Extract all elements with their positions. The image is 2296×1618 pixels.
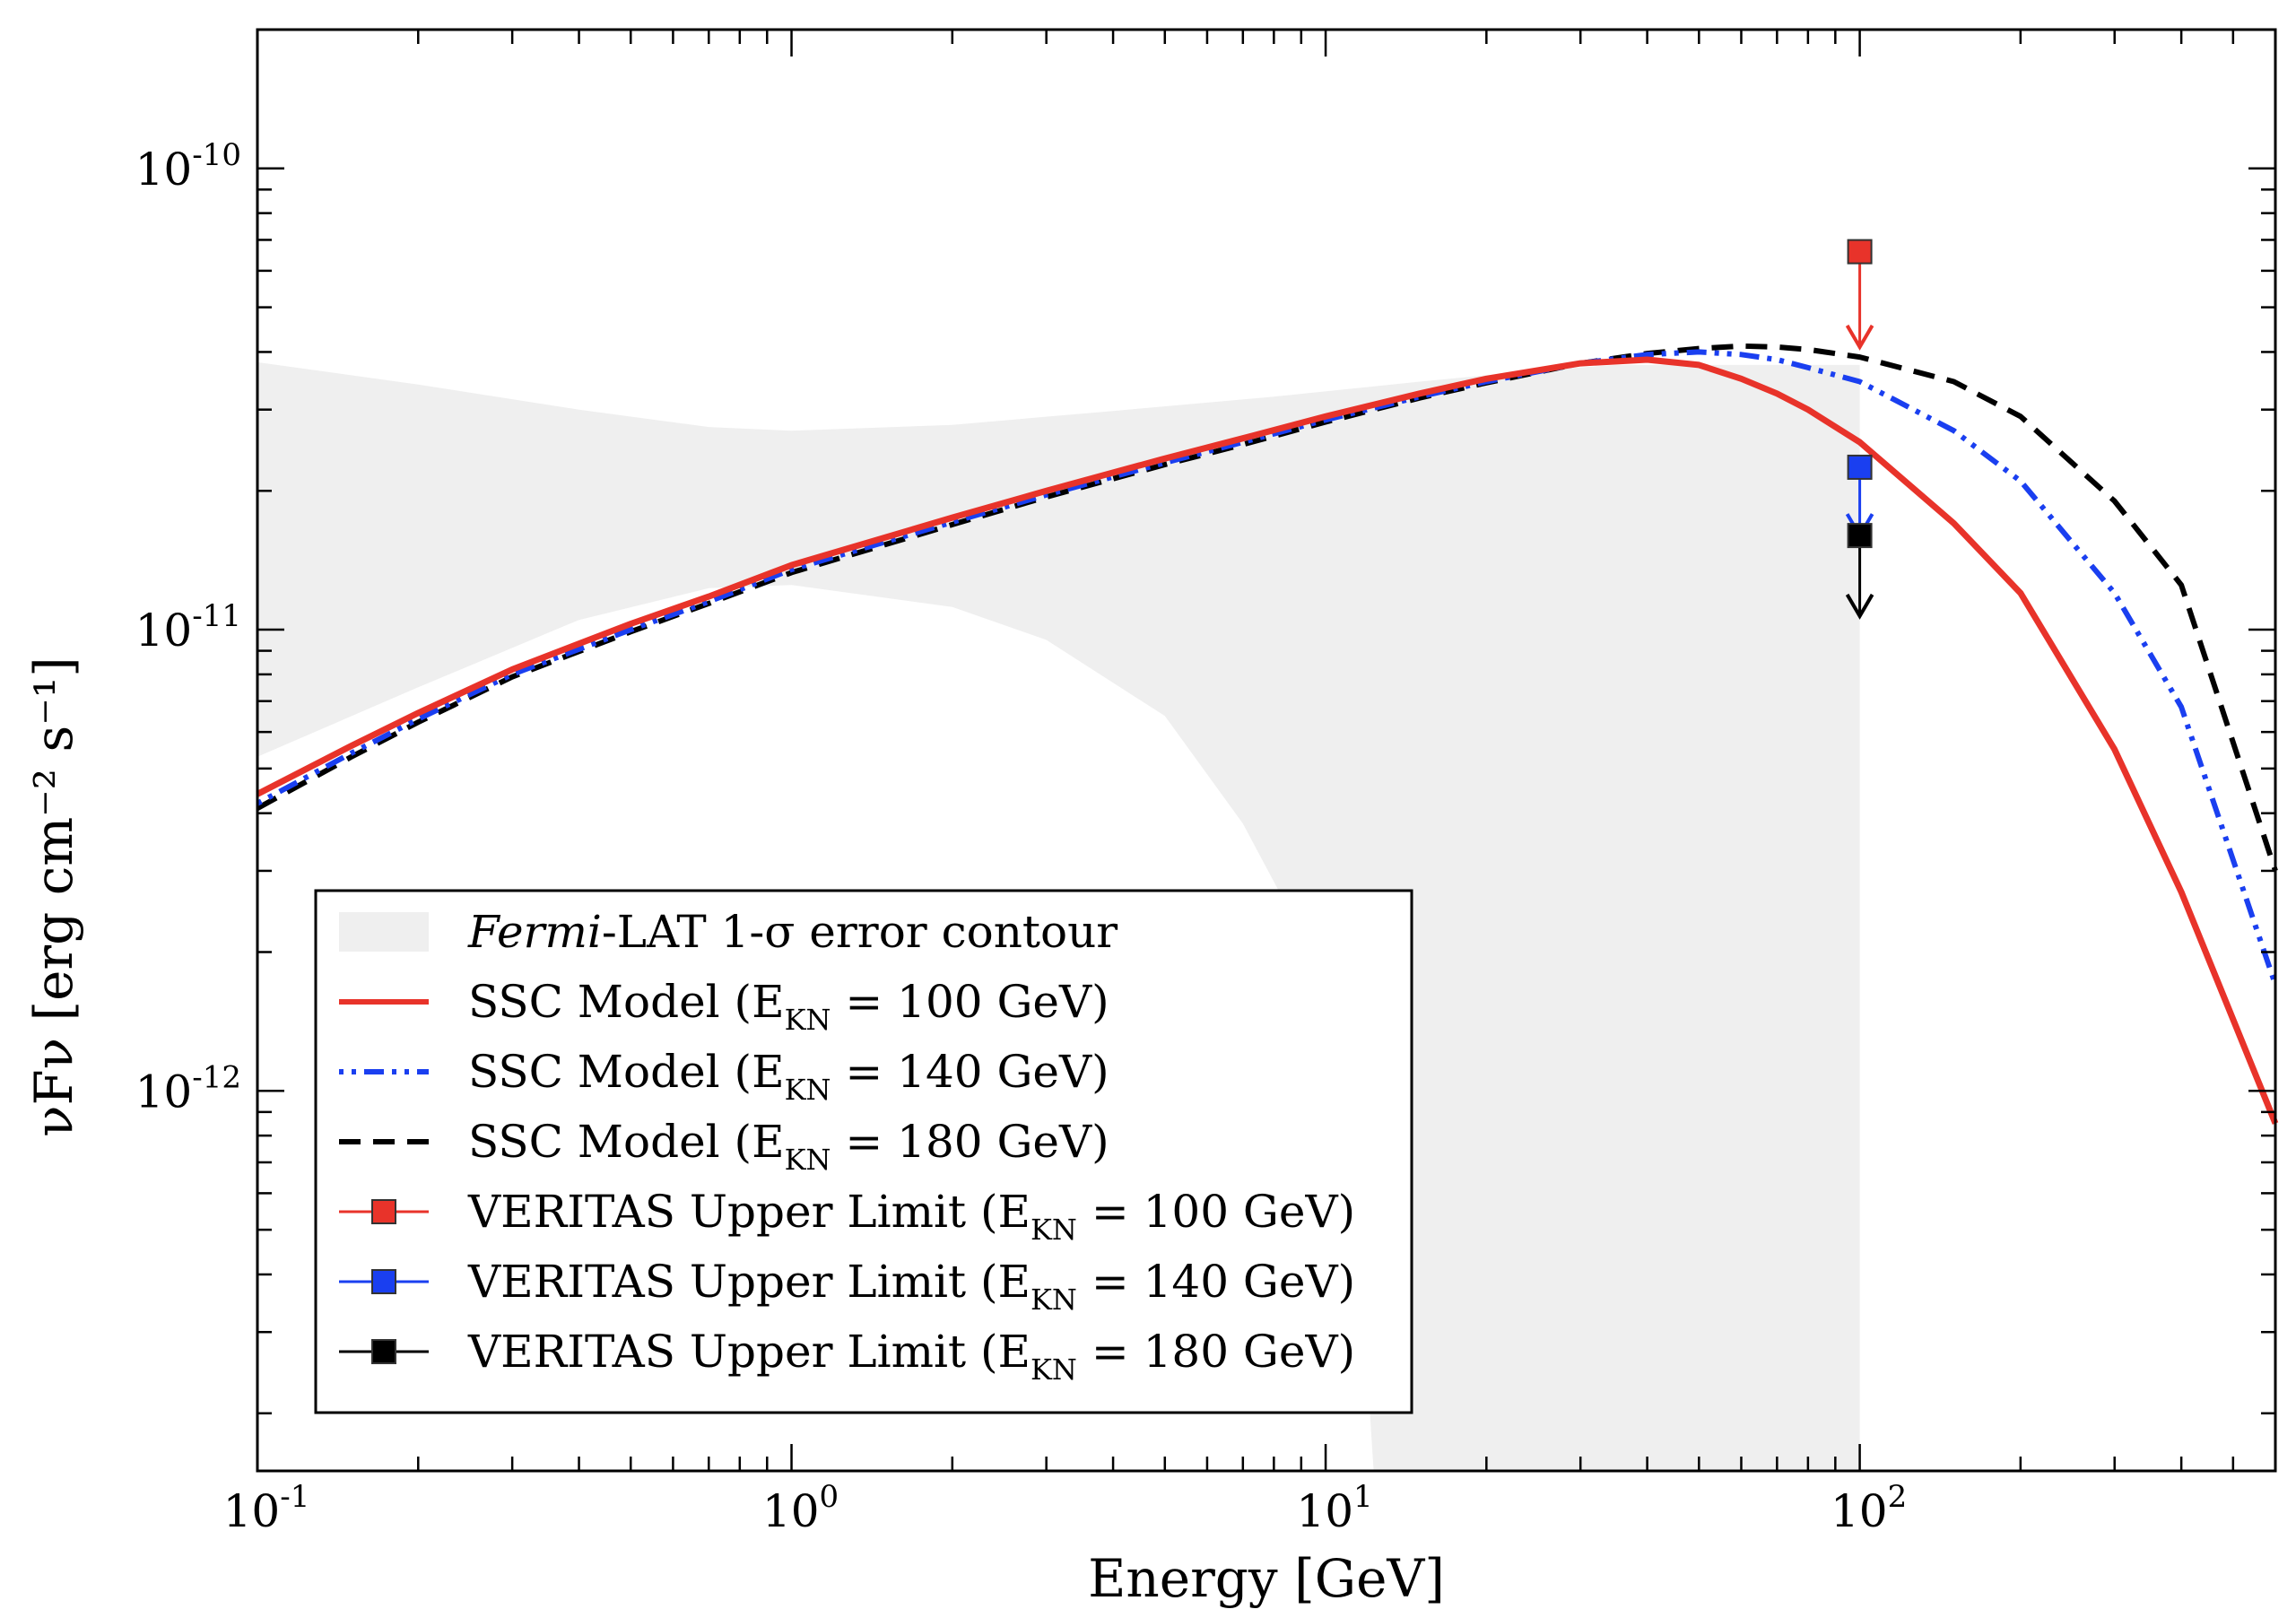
upper-limit-marker — [1847, 454, 1873, 480]
ssc-model-line-0 — [256, 356, 2279, 1125]
y-tick-label: 10-10 — [135, 137, 241, 196]
upper-limit-marker — [1847, 239, 1873, 265]
fermi-error-band — [257, 361, 1860, 1471]
x-tick-label: 102 — [1831, 1479, 1907, 1537]
ssc-model-line-1 — [256, 349, 2278, 986]
legend-label-limit-2: VERITAS Upper Limit (EKN = 180 GeV) — [467, 1326, 1355, 1387]
y-tick-label: 10-12 — [135, 1059, 241, 1118]
upper-limits-layer — [1845, 239, 1874, 620]
x-tick-label: 10-1 — [223, 1479, 310, 1537]
y-tick-label: 10-11 — [135, 598, 241, 657]
y-axis-title: νFν [erg cm⁻² s⁻¹] — [23, 657, 84, 1136]
x-tick-label: 100 — [762, 1479, 839, 1537]
upper-limit-0 — [1845, 239, 1874, 351]
legend-swatch-limit-marker-0 — [371, 1199, 396, 1224]
axes-layer: 10-1 100 101 102 10-12 10-11 10-10 — [135, 28, 2277, 1537]
plot-frame — [256, 28, 2277, 1473]
legend-label-limit-1: VERITAS Upper Limit (EKN = 140 GeV) — [467, 1256, 1355, 1317]
legend-label-band: Fermi-LAT 1-σ error contour — [467, 906, 1118, 958]
x-tick-label: 101 — [1296, 1479, 1372, 1537]
band-layer — [257, 361, 1860, 1471]
upper-limit-arrow — [1845, 593, 1874, 620]
series-layer — [256, 343, 2279, 1125]
legend-label-model-1: SSC Model (EKN = 140 GeV) — [468, 1046, 1109, 1107]
legend-box — [314, 889, 1413, 1414]
legend-label-model-2: SSC Model (EKN = 180 GeV) — [468, 1116, 1109, 1177]
legend-label-limit-0: VERITAS Upper Limit (EKN = 100 GeV) — [467, 1186, 1355, 1247]
legend-swatch-limit-marker-2 — [371, 1339, 396, 1364]
legend-swatch-band — [339, 912, 429, 952]
legend-swatch-limit-marker-1 — [371, 1269, 396, 1294]
x-axis-title: Energy [GeV] — [1088, 1548, 1445, 1609]
upper-limit-2 — [1845, 523, 1874, 620]
legend-label-model-0: SSC Model (EKN = 100 GeV) — [468, 976, 1109, 1037]
upper-limit-marker — [1847, 523, 1873, 549]
upper-limit-arrow — [1845, 324, 1874, 351]
legend: Fermi-LAT 1-σ error contour SSC Model (EK… — [314, 889, 1413, 1414]
